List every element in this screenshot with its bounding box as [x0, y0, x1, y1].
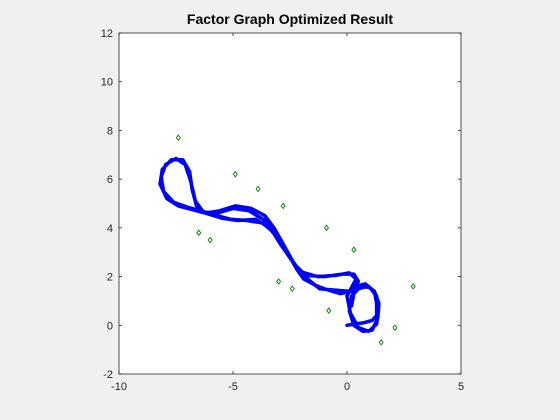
x-tick-label: -10	[111, 381, 127, 393]
landmark-point	[289, 285, 295, 293]
x-tick-label: -5	[228, 381, 238, 393]
y-tick-label: 0	[107, 320, 113, 332]
trajectory-series	[158, 156, 381, 334]
y-tick-label: 8	[107, 125, 113, 137]
landmark-point	[392, 324, 398, 332]
y-tick-label: 10	[101, 77, 113, 89]
y-tick-label: 4	[107, 223, 113, 235]
landmark-point	[276, 278, 282, 285]
landmark-point	[326, 307, 332, 315]
landmark-point	[351, 246, 357, 254]
y-ticks: -2 0 2 4 6 8 10 12	[101, 28, 461, 381]
landmark-point	[232, 170, 238, 178]
plot-area	[118, 32, 462, 375]
y-tick-label: -2	[103, 369, 113, 381]
landmark-point	[207, 236, 213, 244]
chart-title: Factor Graph Optimized Result	[187, 11, 393, 27]
landmark-point	[255, 185, 261, 193]
trajectory-line	[158, 156, 381, 334]
x-tick-label: 0	[344, 381, 350, 393]
landmark-point	[410, 282, 416, 290]
x-ticks: -10 -5 0 5	[111, 33, 464, 393]
landmark-point	[175, 134, 181, 142]
y-tick-label: 6	[107, 174, 113, 186]
landmark-point	[323, 224, 329, 232]
y-tick-label: 12	[101, 28, 113, 40]
landmark-point	[196, 229, 202, 237]
y-tick-label: 2	[107, 272, 113, 284]
landmark-point	[280, 202, 286, 210]
landmark-point	[378, 338, 384, 346]
x-tick-label: 5	[458, 381, 464, 393]
landmark-series	[175, 134, 416, 346]
